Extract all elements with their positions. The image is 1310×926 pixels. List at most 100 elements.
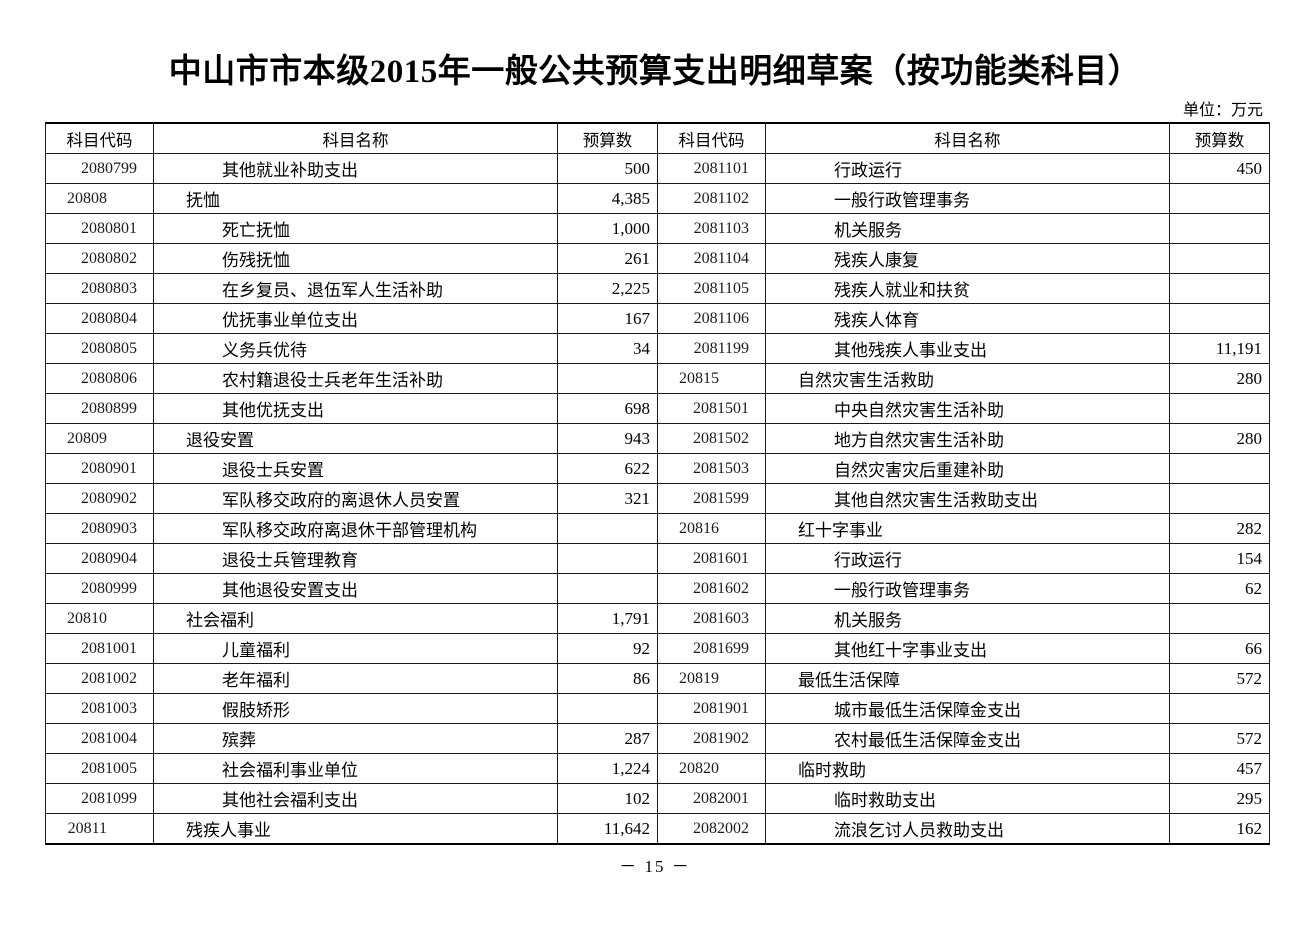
cell-code-left: 2080802	[45, 243, 154, 274]
cell-code-left: 2080801	[45, 213, 154, 244]
cell-amount-right: 162	[1169, 813, 1270, 845]
cell-code-right: 2081199	[657, 333, 766, 364]
cell-code-left: 2080806	[45, 363, 154, 394]
cell-name-right: 城市最低生活保障金支出	[765, 693, 1170, 724]
cell-amount-right: 11,191	[1169, 333, 1270, 364]
cell-name-right: 最低生活保障	[765, 663, 1170, 694]
cell-code-right: 2081104	[657, 243, 766, 274]
cell-amount-right: 572	[1169, 663, 1270, 694]
cell-amount-left: 34	[557, 333, 658, 364]
cell-amount-left	[557, 573, 658, 604]
cell-code-right: 2081105	[657, 273, 766, 304]
cell-amount-left	[557, 693, 658, 724]
cell-name-right: 其他残疾人事业支出	[765, 333, 1170, 364]
table-row: 20811 残疾人事业 11,642 2082002 流浪乞讨人员救助支出 162	[45, 813, 1270, 845]
cell-name-left: 退役士兵管理教育	[153, 543, 558, 574]
cell-amount-left: 92	[557, 633, 658, 664]
table-row: 2081001 儿童福利 92 2081699 其他红十字事业支出 66	[45, 633, 1270, 664]
cell-name-right: 机关服务	[765, 603, 1170, 634]
cell-name-left: 其他社会福利支出	[153, 783, 558, 814]
cell-amount-right	[1169, 183, 1270, 214]
cell-name-right: 行政运行	[765, 543, 1170, 574]
cell-amount-left: 1,000	[557, 213, 658, 244]
cell-name-right: 残疾人体育	[765, 303, 1170, 334]
cell-amount-right: 457	[1169, 753, 1270, 784]
table-body: 2080799 其他就业补助支出 500 2081101 行政运行 450 20808 抚恤 4…	[45, 153, 1270, 845]
table-row: 20809 退役安置 943 2081502 地方自然灾害生活补助 280	[45, 423, 1270, 454]
unit-label: 单位：万元	[1182, 102, 1263, 119]
cell-name-left: 儿童福利	[153, 633, 558, 664]
cell-amount-right: 280	[1169, 363, 1270, 394]
table-row: 2080902 军队移交政府的离退休人员安置 321 2081599 其他自然灾害生活救…	[45, 483, 1270, 514]
cell-name-left: 义务兵优待	[153, 333, 558, 364]
table-row: 2081003 假肢矫形 2081901 城市最低生活保障金支出	[45, 693, 1270, 724]
page-title: 中山市市本级2015年一般公共预算支出明细草案（按功能类科目）	[168, 54, 1142, 90]
cell-amount-right: 572	[1169, 723, 1270, 754]
header-name-left: 科目名称	[153, 122, 558, 154]
cell-amount-right: 450	[1169, 153, 1270, 184]
cell-code-right: 2081103	[657, 213, 766, 244]
cell-name-right: 机关服务	[765, 213, 1170, 244]
cell-name-right: 地方自然灾害生活补助	[765, 423, 1170, 454]
cell-code-right: 20820	[657, 753, 766, 784]
cell-name-left: 在乡复员、退伍军人生活补助	[153, 273, 558, 304]
table-row: 2081002 老年福利 86 20819 最低生活保障 572	[45, 663, 1270, 694]
cell-name-right: 行政运行	[765, 153, 1170, 184]
cell-name-right: 农村最低生活保障金支出	[765, 723, 1170, 754]
cell-code-left: 2080904	[45, 543, 154, 574]
cell-code-left: 2080903	[45, 513, 154, 544]
table-row: 2080803 在乡复员、退伍军人生活补助 2,225 2081105 残疾人就业和扶贫	[45, 273, 1270, 304]
cell-name-left: 军队移交政府的离退休人员安置	[153, 483, 558, 514]
cell-code-right: 20819	[657, 663, 766, 694]
cell-amount-left: 321	[557, 483, 658, 514]
cell-name-left: 抚恤	[153, 183, 558, 214]
cell-name-right: 中央自然灾害生活补助	[765, 393, 1170, 424]
cell-amount-right: 66	[1169, 633, 1270, 664]
table-row: 2080901 退役士兵安置 622 2081503 自然灾害灾后重建补助	[45, 453, 1270, 484]
cell-name-left: 社会福利事业单位	[153, 753, 558, 784]
cell-name-right: 其他自然灾害生活救助支出	[765, 483, 1170, 514]
page-number: － 15 －	[619, 857, 691, 876]
cell-amount-left: 698	[557, 393, 658, 424]
cell-amount-right	[1169, 243, 1270, 274]
cell-code-right: 2081106	[657, 303, 766, 334]
cell-name-left: 社会福利	[153, 603, 558, 634]
cell-amount-left: 500	[557, 153, 658, 184]
cell-code-right: 2081501	[657, 393, 766, 424]
cell-name-right: 其他红十字事业支出	[765, 633, 1170, 664]
cell-code-left: 2080804	[45, 303, 154, 334]
cell-amount-right: 295	[1169, 783, 1270, 814]
cell-code-right: 2081503	[657, 453, 766, 484]
cell-name-left: 死亡抚恤	[153, 213, 558, 244]
table-row: 20808 抚恤 4,385 2081102 一般行政管理事务	[45, 183, 1270, 214]
cell-code-left: 2081001	[45, 633, 154, 664]
table-row: 2080903 军队移交政府离退休干部管理机构 20816 红十字事业 282	[45, 513, 1270, 544]
cell-amount-left: 622	[557, 453, 658, 484]
table-row: 2080799 其他就业补助支出 500 2081101 行政运行 450	[45, 153, 1270, 184]
cell-amount-left: 11,642	[557, 813, 658, 845]
cell-name-left: 其他就业补助支出	[153, 153, 558, 184]
cell-name-right: 临时救助支出	[765, 783, 1170, 814]
cell-code-left: 20809	[45, 423, 154, 454]
cell-name-right: 残疾人就业和扶贫	[765, 273, 1170, 304]
cell-code-right: 2081902	[657, 723, 766, 754]
cell-code-left: 2080805	[45, 333, 154, 364]
cell-code-right: 2081101	[657, 153, 766, 184]
cell-code-left: 2080999	[45, 573, 154, 604]
header-amount-right: 预算数	[1169, 122, 1270, 154]
cell-name-right: 自然灾害灾后重建补助	[765, 453, 1170, 484]
cell-code-left: 2080803	[45, 273, 154, 304]
table-row: 2081005 社会福利事业单位 1,224 20820 临时救助 457	[45, 753, 1270, 784]
cell-code-right: 2081601	[657, 543, 766, 574]
cell-amount-right: 62	[1169, 573, 1270, 604]
header-code-left: 科目代码	[45, 122, 154, 154]
cell-name-right: 一般行政管理事务	[765, 573, 1170, 604]
budget-table: 科目代码 科目名称 预算数 科目代码 科目名称 预算数 2080799 其他就业补…	[45, 122, 1270, 845]
table-row: 2081004 殡葬 287 2081902 农村最低生活保障金支出 572	[45, 723, 1270, 754]
cell-amount-left: 287	[557, 723, 658, 754]
cell-amount-right	[1169, 213, 1270, 244]
cell-name-left: 退役安置	[153, 423, 558, 454]
cell-name-left: 军队移交政府离退休干部管理机构	[153, 513, 558, 544]
cell-name-left: 其他优抚支出	[153, 393, 558, 424]
cell-amount-right: 280	[1169, 423, 1270, 454]
